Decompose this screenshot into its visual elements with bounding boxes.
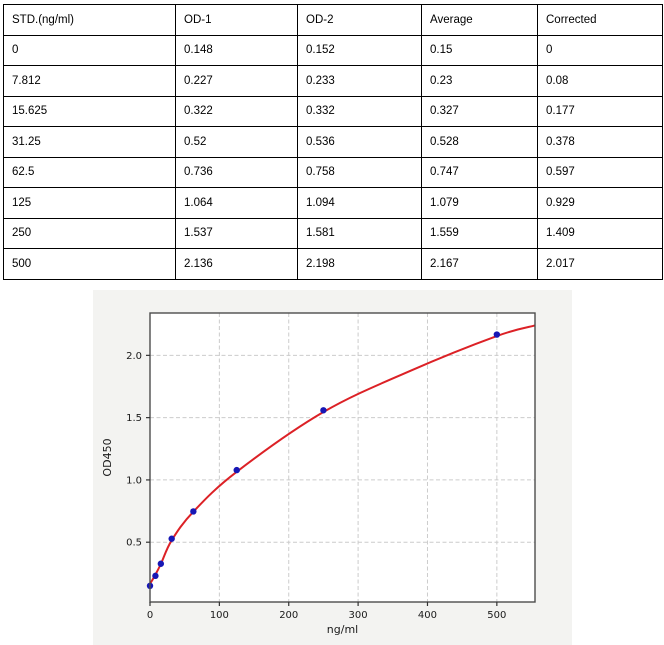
table-cell: 1.079 [421, 187, 538, 219]
table-cell: 62.5 [3, 156, 176, 188]
table-cell: 1.094 [297, 187, 422, 219]
data-point [152, 572, 159, 580]
table-cell: 0.597 [537, 156, 663, 188]
table-cell: 0.327 [421, 95, 538, 127]
table-cell: 250 [3, 217, 176, 249]
x-tick-label: 0 [147, 610, 153, 621]
x-tick-label: 200 [279, 610, 298, 621]
table-cell: 0.929 [537, 187, 663, 219]
table-cell: 31.25 [3, 126, 176, 158]
table-cell: 0.378 [537, 126, 663, 158]
table-row: 31.25 0.52 0.536 0.528 0.378 [3, 126, 663, 158]
fit-curve [149, 324, 536, 585]
x-tick-label: 300 [349, 610, 368, 621]
table-cell: 0.322 [175, 95, 298, 127]
x-tick-label: 400 [418, 610, 437, 621]
table-cell: 0.23 [421, 65, 538, 97]
table-row: 62.5 0.736 0.758 0.747 0.597 [3, 156, 663, 188]
table-cell: 0.15 [421, 34, 538, 66]
table-cell: 2.198 [297, 248, 422, 280]
axes-spines [149, 312, 536, 603]
table-row: 250 1.537 1.581 1.559 1.409 [3, 217, 663, 249]
table-cell: 0.736 [175, 156, 298, 188]
table-row: 15.625 0.322 0.332 0.327 0.177 [3, 95, 663, 127]
standard-curve-chart: 0 100 200 300 400 500 0.5 1.0 1.5 2.0 ng/ml OD450 [101, 312, 536, 636]
x-axis-label: ng/ml [327, 623, 358, 636]
table-cell: 15.625 [3, 95, 176, 127]
table-cell: 2.167 [421, 248, 538, 280]
data-point [320, 407, 327, 414]
table-cell: 0.227 [175, 65, 298, 97]
y-tick-label: 2.0 [126, 351, 142, 362]
y-axis-label: OD450 [101, 438, 114, 476]
table-cell: 0.148 [175, 34, 298, 66]
table-cell: 125 [3, 187, 176, 219]
table-cell: 0.08 [537, 65, 663, 97]
table-row: 125 1.064 1.094 1.079 0.929 [3, 187, 663, 219]
standard-curve-figure: 0 100 200 300 400 500 0.5 1.0 1.5 2.0 ng/ml OD450 [93, 290, 572, 645]
table-cell: 1.537 [175, 217, 298, 249]
column-header-od1: OD-1 [175, 4, 298, 36]
table-row: 500 2.136 2.198 2.167 2.017 [3, 248, 663, 280]
table-cell: 0 [3, 34, 176, 66]
table-cell: 0 [537, 34, 663, 66]
table-cell: 7.812 [3, 65, 176, 97]
standards-table: STD.(ng/ml) OD-1 OD-2 Average Corrected … [3, 4, 663, 280]
data-point [493, 331, 501, 338]
column-header-average: Average [421, 4, 538, 36]
table-cell: 1.409 [537, 217, 663, 249]
x-tick-label: 500 [487, 610, 506, 621]
table-cell: 500 [3, 248, 176, 280]
column-header-od2: OD-2 [297, 4, 422, 36]
table-cell: 2.136 [175, 248, 298, 280]
table-cell: 0.747 [421, 156, 538, 188]
table-cell: 1.064 [175, 187, 298, 219]
table-cell: 0.332 [297, 95, 422, 127]
table-cell: 0.233 [297, 65, 422, 97]
y-tick-label: 0.5 [126, 538, 142, 549]
table-cell: 0.52 [175, 126, 298, 158]
y-tick-label: 1.0 [126, 475, 142, 486]
table-row: 7.812 0.227 0.233 0.23 0.08 [3, 65, 663, 97]
table-cell: 0.152 [297, 34, 422, 66]
table-cell: 0.528 [421, 126, 538, 158]
table-cell: 0.536 [297, 126, 422, 158]
y-tick-label: 1.5 [126, 413, 142, 424]
data-point [157, 560, 165, 567]
plot-area [150, 313, 535, 602]
column-header-std: STD.(ng/ml) [3, 4, 176, 36]
x-tick-label: 100 [210, 610, 229, 621]
table-row: 0 0.148 0.152 0.15 0 [3, 34, 663, 66]
table-cell: 0.177 [537, 95, 663, 127]
column-header-corrected: Corrected [537, 4, 663, 36]
table-cell: 2.017 [537, 248, 663, 280]
table-cell: 0.758 [297, 156, 422, 188]
table-cell: 1.559 [421, 217, 538, 249]
data-point [190, 508, 197, 515]
table-cell: 1.581 [297, 217, 422, 249]
table-header-row: STD.(ng/ml) OD-1 OD-2 Average Corrected [3, 4, 663, 36]
data-point [233, 466, 240, 474]
data-point [168, 535, 175, 542]
